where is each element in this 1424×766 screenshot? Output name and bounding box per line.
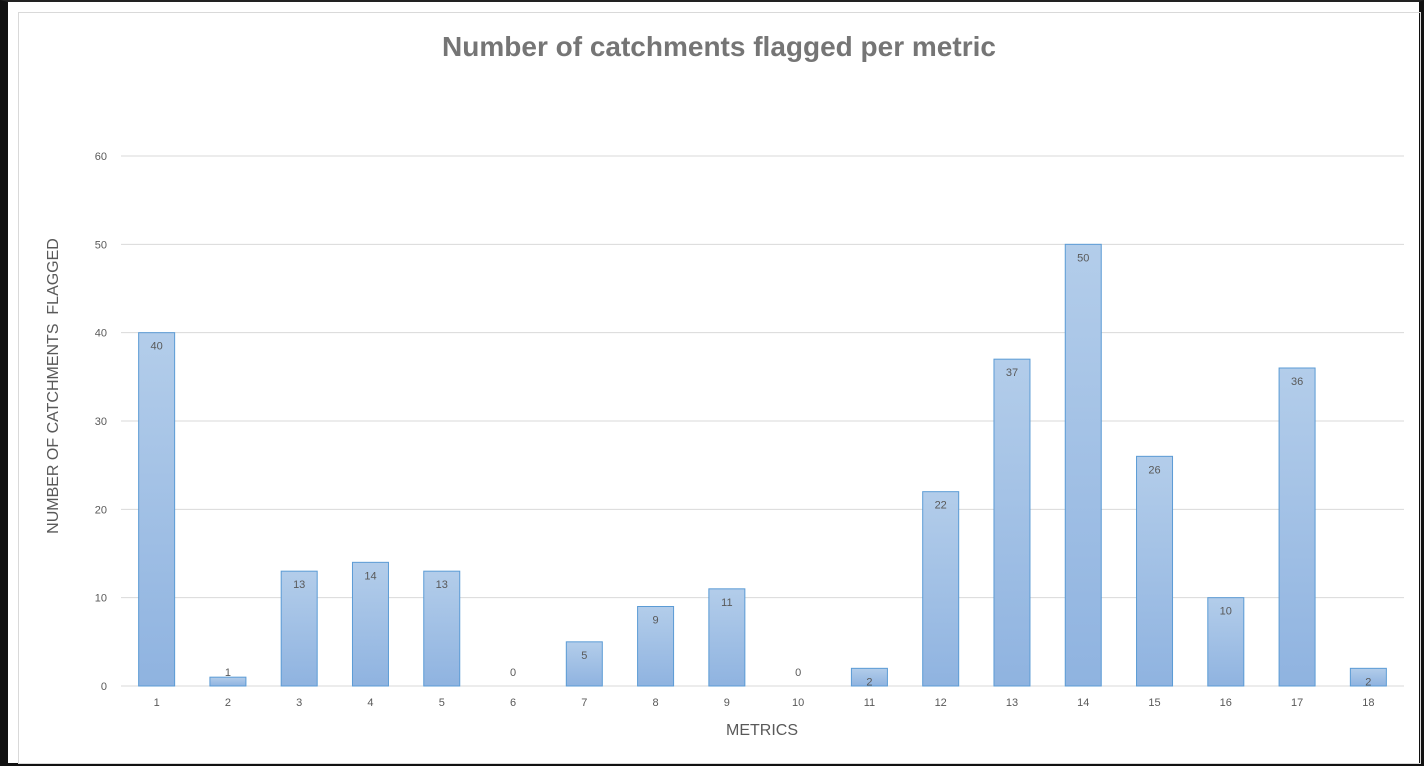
bar (1278, 367, 1316, 687)
x-tick-label: 5 (439, 697, 445, 709)
y-tick-label: 20 (95, 504, 107, 516)
data-label: 22 (935, 500, 947, 512)
bar (708, 588, 746, 687)
y-tick-label: 10 (95, 593, 107, 605)
y-tick-label: 30 (95, 416, 107, 428)
data-label: 37 (1006, 367, 1018, 379)
x-tick-label: 3 (296, 697, 302, 709)
bar (138, 332, 176, 687)
data-label: 40 (151, 341, 163, 353)
y-tick-label: 40 (95, 328, 107, 340)
data-label: 13 (436, 579, 448, 591)
x-tick-label: 8 (653, 697, 659, 709)
x-tick-label: 9 (724, 697, 730, 709)
bar (423, 570, 461, 687)
data-label: 0 (510, 667, 516, 679)
data-label: 2 (866, 676, 872, 688)
y-tick-label: 60 (95, 151, 107, 163)
x-tick-label: 12 (935, 697, 947, 709)
data-label: 13 (293, 579, 305, 591)
x-tick-label: 10 (792, 697, 804, 709)
x-axis-title: METRICS (726, 722, 798, 739)
data-label: 50 (1077, 252, 1089, 264)
x-tick-label: 18 (1362, 697, 1374, 709)
bar (351, 561, 389, 687)
x-tick-label: 17 (1291, 697, 1303, 709)
bar (637, 606, 675, 687)
data-label: 14 (364, 570, 376, 582)
x-tick-label: 11 (864, 697, 875, 709)
x-tick-label: 6 (510, 697, 516, 709)
bar (1349, 667, 1387, 687)
bar (993, 358, 1031, 687)
data-label: 9 (653, 615, 659, 627)
x-tick-label: 1 (154, 697, 160, 709)
bar (209, 676, 247, 687)
y-tick-label: 0 (101, 681, 107, 693)
x-tick-label: 14 (1077, 697, 1089, 709)
x-tick-label: 13 (1006, 697, 1018, 709)
y-axis-title: NUMBER OF CATCHMENTS FLAGGED (45, 238, 62, 534)
x-axis-ticks: 1 2 3 4 5 6 7 8 9 10 11 12 13 14 15 16 17 18 (154, 697, 1375, 709)
data-label: 2 (1365, 676, 1371, 688)
bars (138, 243, 1387, 687)
data-label: 36 (1291, 376, 1303, 388)
x-tick-label: 7 (581, 697, 587, 709)
x-tick-label: 4 (367, 697, 373, 709)
data-label: 26 (1148, 464, 1160, 476)
data-label: 1 (225, 667, 231, 679)
data-label: 5 (581, 650, 587, 662)
bar (1136, 455, 1174, 687)
gridlines (121, 155, 1404, 687)
data-label: 11 (721, 597, 732, 609)
x-tick-label: 15 (1148, 697, 1160, 709)
y-tick-label: 50 (95, 239, 107, 251)
chart-area-border (18, 12, 1421, 764)
x-tick-label: 2 (225, 697, 231, 709)
chart-title: Number of catchments flagged per metric (442, 31, 996, 62)
bar (850, 667, 888, 687)
bar (1064, 243, 1102, 687)
bar (922, 491, 960, 687)
x-tick-label: 16 (1220, 697, 1232, 709)
data-label: 10 (1220, 606, 1232, 618)
bar (565, 641, 603, 687)
data-label: 0 (795, 667, 801, 679)
bar (280, 570, 318, 687)
bar (1207, 597, 1245, 687)
y-axis-ticks: 0 10 20 30 40 50 60 (95, 151, 107, 693)
